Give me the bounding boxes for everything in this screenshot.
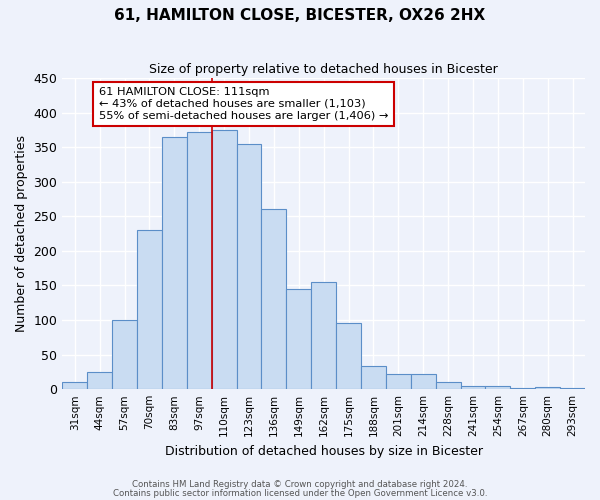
Bar [336, 324, 361, 389]
Bar [485, 386, 511, 389]
Bar [87, 372, 112, 389]
Bar [436, 382, 461, 389]
Bar [311, 282, 336, 389]
Bar [560, 388, 585, 389]
Bar [62, 382, 87, 389]
Title: Size of property relative to detached houses in Bicester: Size of property relative to detached ho… [149, 62, 498, 76]
Text: Contains public sector information licensed under the Open Government Licence v3: Contains public sector information licen… [113, 490, 487, 498]
Text: 61, HAMILTON CLOSE, BICESTER, OX26 2HX: 61, HAMILTON CLOSE, BICESTER, OX26 2HX [115, 8, 485, 22]
Bar [137, 230, 162, 389]
Bar [212, 130, 236, 389]
X-axis label: Distribution of detached houses by size in Bicester: Distribution of detached houses by size … [164, 444, 482, 458]
Bar [286, 289, 311, 389]
Bar [386, 374, 411, 389]
Bar [411, 374, 436, 389]
Bar [461, 386, 485, 389]
Y-axis label: Number of detached properties: Number of detached properties [15, 135, 28, 332]
Text: Contains HM Land Registry data © Crown copyright and database right 2024.: Contains HM Land Registry data © Crown c… [132, 480, 468, 489]
Bar [187, 132, 212, 389]
Bar [361, 366, 386, 389]
Bar [535, 387, 560, 389]
Bar [112, 320, 137, 389]
Bar [162, 137, 187, 389]
Text: 61 HAMILTON CLOSE: 111sqm
← 43% of detached houses are smaller (1,103)
55% of se: 61 HAMILTON CLOSE: 111sqm ← 43% of detac… [99, 88, 388, 120]
Bar [511, 388, 535, 389]
Bar [262, 210, 286, 389]
Bar [236, 144, 262, 389]
